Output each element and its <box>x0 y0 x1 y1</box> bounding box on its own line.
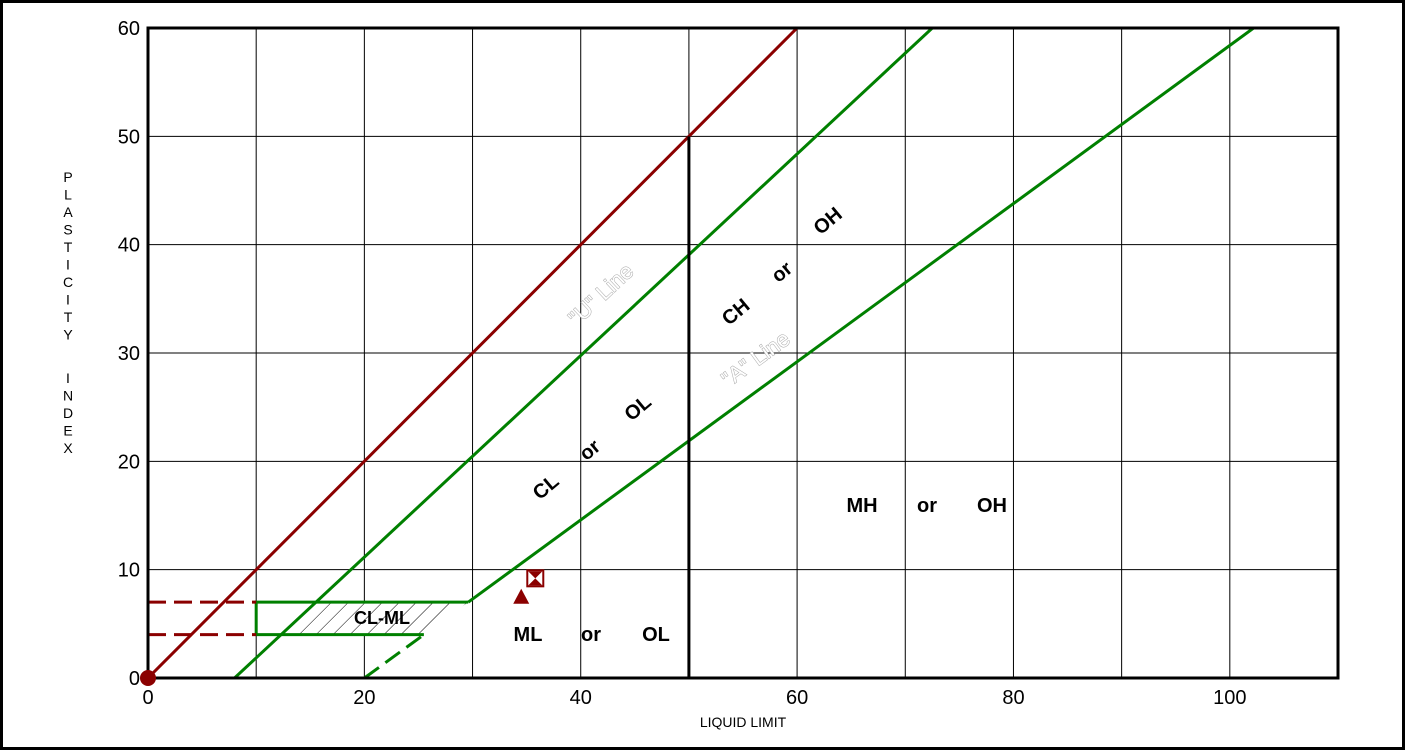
y-axis-title-letter: P <box>63 169 72 185</box>
zone-label-mh-or: or <box>917 495 937 517</box>
y-axis-title-letter: I <box>66 292 70 308</box>
zone-label-ml-ol: OL <box>642 624 670 646</box>
y-tick-label: 0 <box>129 668 140 690</box>
y-axis-title-letter: E <box>63 423 72 439</box>
zone-label-cl-ol: OL <box>620 391 655 426</box>
y-axis-title-letter: Y <box>63 327 73 343</box>
y-tick-label: 60 <box>118 18 140 40</box>
y-axis-title-letter: I <box>66 370 70 386</box>
y-axis-title-letter: T <box>64 309 73 325</box>
data-points <box>140 569 545 686</box>
y-tick-label: 10 <box>118 560 140 582</box>
cl-ml-zone <box>148 600 469 680</box>
zone-label-ch-oh: OH <box>810 203 847 239</box>
x-tick-label: 60 <box>786 687 808 709</box>
zone-label-ml: ML <box>514 624 543 646</box>
x-axis-title: LIQUID LIMIT <box>700 714 787 730</box>
zone-label-cl-ml: CL-ML <box>354 608 410 628</box>
x-tick-label: 0 <box>142 687 153 709</box>
zone-label-cl: CL <box>529 470 564 504</box>
classification-lines <box>148 28 1255 678</box>
y-axis-title-letter: A <box>63 204 73 220</box>
plot-border <box>146 26 1340 680</box>
zone-label-ml-or: or <box>581 624 601 646</box>
dashed-guide-line <box>363 633 425 680</box>
y-axis-title-letter: N <box>63 388 73 404</box>
y-axis-title-letter: X <box>63 440 73 456</box>
data-point-hourglass <box>526 569 545 588</box>
zone-label-ch: CH <box>718 295 754 330</box>
data-point-triangle <box>513 588 530 604</box>
tick-labels: 0 20 40 60 80 100 0 10 20 30 40 50 60 <box>118 18 1247 709</box>
a-line-label: "A" Line <box>717 326 795 392</box>
a-line <box>467 28 1255 604</box>
zone-label-mh-oh: OH <box>977 495 1007 517</box>
zone-label-ch-or: or <box>767 257 797 287</box>
zone-labels: CL-ML CL or OL CH or OH MH or OH ML or O… <box>354 203 1007 646</box>
y-tick-label: 20 <box>118 451 140 473</box>
y-axis-title-letter <box>66 344 70 360</box>
data-point-hourglass-glyph <box>528 571 543 586</box>
data-point-circle <box>140 670 156 686</box>
y-axis-title-letter: T <box>64 239 73 255</box>
y-axis-title-letter: D <box>63 405 73 421</box>
y-tick-label: 30 <box>118 343 140 365</box>
u-line <box>233 28 934 678</box>
y-axis-title-letter: I <box>66 257 70 273</box>
x-tick-label: 100 <box>1213 687 1246 709</box>
y-tick-label: 40 <box>118 235 140 257</box>
zone-label-cl-or: or <box>575 435 605 465</box>
y-axis-title-letter: L <box>64 187 72 203</box>
x-tick-label: 20 <box>353 687 375 709</box>
zone-label-mh: MH <box>846 495 877 517</box>
y-axis-title-letter: C <box>63 274 73 290</box>
x-tick-label: 80 <box>1002 687 1024 709</box>
y-tick-label: 50 <box>118 126 140 148</box>
x-tick-label: 40 <box>570 687 592 709</box>
y-axis-title-letter: S <box>63 222 72 238</box>
cl-ml-hatch <box>281 602 469 635</box>
u-line-label: "U" Line <box>563 258 638 330</box>
